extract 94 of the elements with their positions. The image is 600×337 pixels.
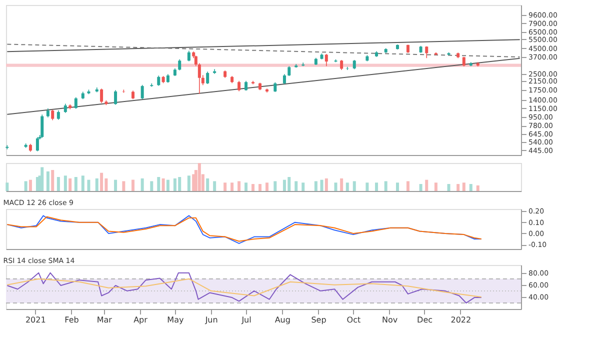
bar xyxy=(302,182,305,191)
bar xyxy=(46,171,50,191)
bar xyxy=(100,172,104,191)
bar xyxy=(198,163,201,191)
bar xyxy=(40,167,44,191)
bar xyxy=(476,185,480,191)
bar xyxy=(406,181,410,191)
x-tick-label: May xyxy=(167,316,184,324)
bar xyxy=(206,178,210,191)
bar xyxy=(95,178,98,191)
bar xyxy=(425,180,428,191)
bar xyxy=(324,178,328,191)
bar xyxy=(166,180,170,191)
candlestick xyxy=(238,80,241,92)
bar xyxy=(375,182,378,191)
candlestick xyxy=(282,74,286,84)
bar xyxy=(469,184,472,191)
bar xyxy=(456,184,460,191)
x-tick-label: Feb xyxy=(64,316,79,324)
candlestick xyxy=(274,82,277,92)
candlestick xyxy=(36,136,39,152)
bar xyxy=(447,184,450,191)
bar xyxy=(274,181,277,191)
candlestick xyxy=(114,90,118,106)
candlestick xyxy=(40,114,44,138)
bar xyxy=(150,181,154,191)
bar xyxy=(434,182,438,191)
bar xyxy=(87,180,90,191)
x-tick-label: Jul xyxy=(240,316,252,324)
candlestick xyxy=(244,80,248,92)
x-tick-label: Mar xyxy=(96,316,113,324)
bar xyxy=(366,182,369,191)
candlestick xyxy=(100,88,104,104)
x-tick-label: Nov xyxy=(382,316,398,324)
x-tick-label: Oct xyxy=(346,316,361,324)
line-series xyxy=(6,278,482,298)
bar xyxy=(64,176,67,191)
bar xyxy=(74,177,78,191)
bar xyxy=(258,184,262,191)
x-tick-label: Apr xyxy=(134,316,148,324)
bar xyxy=(6,182,9,191)
candlestick xyxy=(157,75,160,86)
bar xyxy=(56,177,60,191)
candlestick xyxy=(74,96,78,110)
bar xyxy=(122,181,126,191)
bar xyxy=(187,176,190,191)
bar xyxy=(51,170,54,191)
bar xyxy=(224,182,227,191)
bar xyxy=(81,176,84,191)
bar xyxy=(320,180,324,191)
bar xyxy=(396,182,399,191)
bar xyxy=(340,178,344,191)
bar xyxy=(419,184,422,191)
bar xyxy=(462,182,466,191)
candlestick xyxy=(64,103,67,114)
bar xyxy=(24,181,28,191)
bar xyxy=(294,181,298,191)
candlestick xyxy=(288,66,291,76)
candlestick xyxy=(56,110,60,120)
bar xyxy=(384,181,388,191)
candlestick xyxy=(324,54,328,67)
candlestick xyxy=(206,71,210,84)
bar xyxy=(162,178,165,191)
candlestick xyxy=(352,60,356,70)
candlestick xyxy=(213,68,216,74)
bar xyxy=(140,178,144,191)
bar xyxy=(68,178,72,191)
x-tick-label: Aug xyxy=(274,316,290,324)
bar xyxy=(314,181,318,191)
bar xyxy=(244,182,248,191)
candlestick xyxy=(340,60,344,70)
candlestick xyxy=(178,58,182,71)
bar xyxy=(213,181,216,191)
bar xyxy=(238,181,241,191)
bar xyxy=(157,177,160,191)
x-tick-label: 2021 xyxy=(25,316,46,324)
bar xyxy=(230,182,234,191)
candlestick xyxy=(187,50,190,62)
candlestick xyxy=(140,84,144,100)
x-tick-label: Jun xyxy=(204,316,218,324)
x-tick-label: 2022 xyxy=(450,316,472,324)
x-tick-label: Sep xyxy=(311,316,326,324)
bar xyxy=(352,181,356,191)
candlestick xyxy=(51,109,54,121)
bar xyxy=(114,180,118,191)
bar xyxy=(265,182,268,191)
candlestick xyxy=(302,62,305,67)
bar xyxy=(28,180,32,191)
bar xyxy=(346,182,349,191)
bar xyxy=(252,184,255,191)
line-series xyxy=(6,272,482,304)
bar xyxy=(334,182,338,191)
x-tick-label: Dec xyxy=(417,316,433,324)
bar xyxy=(132,180,134,191)
